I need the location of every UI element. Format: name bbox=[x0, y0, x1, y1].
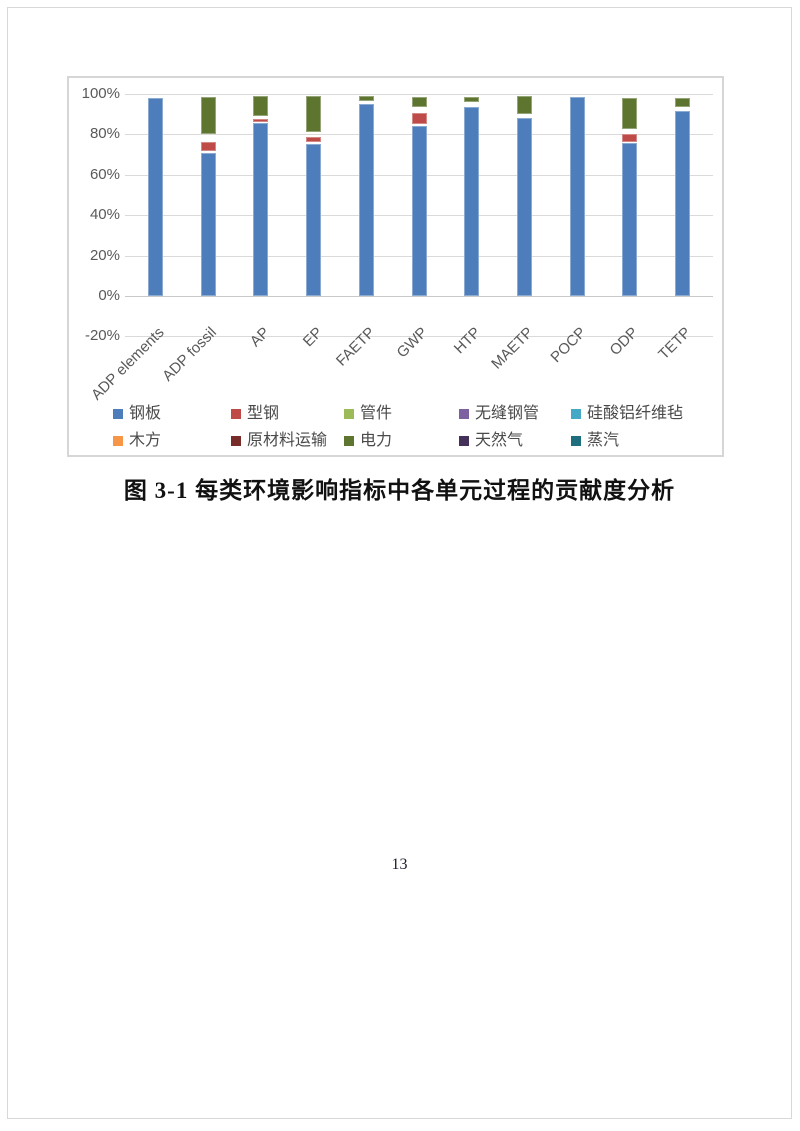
x-category-label: FAETP bbox=[332, 324, 379, 370]
bar-segment bbox=[253, 118, 269, 122]
legend-item: 原材料运输 bbox=[231, 432, 327, 450]
y-axis-tick-label: 0% bbox=[98, 287, 120, 304]
y-axis-tick-label: -20% bbox=[84, 327, 120, 345]
bar-segment bbox=[464, 97, 480, 103]
gridline bbox=[125, 94, 713, 95]
legend-label: 无缝钢管 bbox=[475, 405, 540, 422]
y-axis-tick-label: 60% bbox=[89, 165, 120, 183]
figure-caption: 图 3-1 每类环境影响指标中各单元过程的贡献度分析 bbox=[123, 478, 676, 503]
legend-label: 硅酸铝纤维毡 bbox=[587, 405, 684, 422]
legend-item: 蒸汽 bbox=[571, 432, 619, 450]
legend-swatch bbox=[344, 436, 354, 446]
bar-segment bbox=[622, 97, 638, 130]
bar-segment bbox=[253, 123, 269, 296]
y-axis-tick-label: 80% bbox=[89, 125, 120, 143]
legend-swatch bbox=[113, 409, 123, 419]
bar-segment bbox=[516, 118, 532, 296]
legend-swatch bbox=[231, 436, 241, 446]
stacked-bar-plot: 100% 80% 60% 40% 20% 0% -20% ADP elements ADP fo… bbox=[69, 78, 722, 455]
legend-swatch bbox=[571, 436, 581, 446]
bar-segment bbox=[411, 113, 427, 124]
legend-swatch bbox=[459, 436, 469, 446]
bar-segment bbox=[569, 96, 585, 296]
x-category-label: HTP bbox=[450, 324, 484, 358]
bar-segment bbox=[411, 125, 427, 296]
legend-item: 型钢 bbox=[231, 405, 279, 423]
legend-item: 无缝钢管 bbox=[459, 405, 539, 423]
bar-segment bbox=[622, 133, 638, 143]
legend-label: 原材料运输 bbox=[247, 432, 328, 449]
legend-swatch bbox=[571, 409, 581, 419]
page-number: 13 bbox=[391, 856, 408, 873]
legend-label: 型钢 bbox=[247, 405, 280, 422]
document-page: 100% 80% 60% 40% 20% 0% -20% ADP elements ADP fo… bbox=[7, 7, 792, 1119]
x-category-label: TETP bbox=[655, 324, 695, 364]
bar-segment bbox=[358, 103, 374, 296]
chart-frame: 100% 80% 60% 40% 20% 0% -20% ADP elements ADP fo… bbox=[67, 76, 724, 457]
legend-swatch bbox=[231, 409, 241, 419]
bar-segment bbox=[200, 153, 216, 296]
legend-label: 管件 bbox=[360, 405, 393, 422]
x-category-label: GWP bbox=[393, 324, 432, 362]
x-category-label: EP bbox=[299, 324, 326, 351]
gridline bbox=[125, 296, 713, 297]
legend-label: 木方 bbox=[129, 432, 162, 449]
legend-swatch bbox=[113, 436, 123, 446]
bar-segment bbox=[516, 96, 532, 115]
bar-segment bbox=[306, 96, 322, 133]
bar-segment bbox=[675, 98, 690, 108]
legend-item: 钢板 bbox=[113, 405, 161, 423]
x-category-label: AP bbox=[246, 324, 273, 351]
legend-item: 管件 bbox=[344, 405, 392, 423]
legend-item: 硅酸铝纤维毡 bbox=[571, 405, 683, 423]
bar-segment bbox=[464, 106, 480, 296]
y-axis-tick-label: 100% bbox=[81, 85, 120, 102]
gridline bbox=[125, 336, 713, 338]
bar-segment bbox=[253, 96, 269, 116]
legend-swatch bbox=[344, 409, 354, 419]
bar-segment bbox=[622, 143, 638, 296]
legend-item: 电力 bbox=[344, 432, 392, 450]
bar-segment bbox=[358, 96, 374, 102]
x-category-label: ODP bbox=[606, 324, 642, 360]
x-category-label: MAETP bbox=[487, 324, 537, 373]
legend-label: 蒸汽 bbox=[587, 432, 620, 449]
legend-label: 电力 bbox=[360, 432, 393, 449]
legend-item: 天然气 bbox=[459, 432, 523, 450]
y-axis-tick-label: 40% bbox=[89, 206, 120, 224]
legend-label: 天然气 bbox=[475, 432, 524, 449]
y-axis-tick-label: 20% bbox=[89, 246, 120, 264]
bar-segment bbox=[200, 142, 216, 151]
bar-segment bbox=[306, 143, 322, 296]
legend-label: 钢板 bbox=[129, 405, 162, 422]
legend-swatch bbox=[459, 409, 469, 419]
bar-segment bbox=[675, 110, 690, 296]
x-category-label: ADP fossil bbox=[159, 324, 221, 385]
legend-item: 木方 bbox=[113, 432, 161, 450]
bar-segment bbox=[200, 97, 216, 135]
bar-segment bbox=[306, 137, 322, 142]
bar-segment bbox=[148, 98, 163, 296]
bar-segment bbox=[411, 97, 427, 108]
x-category-label: POCP bbox=[547, 324, 590, 367]
